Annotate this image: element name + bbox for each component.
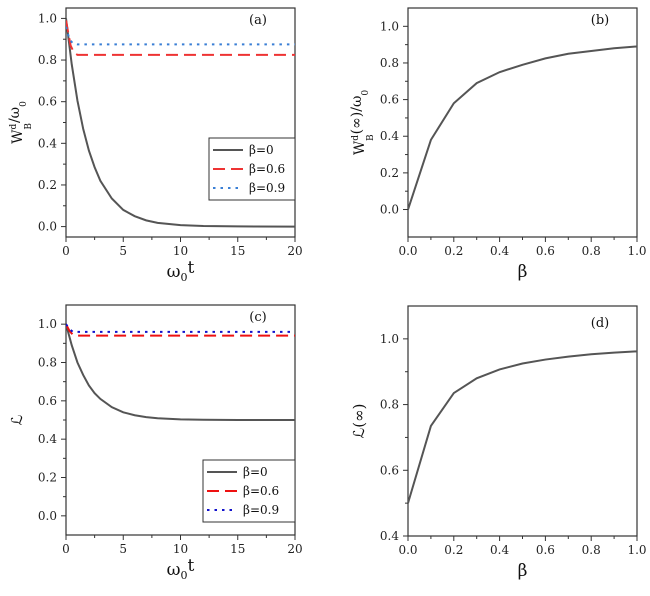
legend: β=0 β=0.6 β=0.9: [202, 459, 296, 523]
y-tick-label: 0.8: [38, 356, 57, 370]
y-tick-label: 0.2: [38, 471, 57, 485]
y-tick-label: 0.6: [380, 463, 399, 477]
series-line-0: [408, 45, 637, 210]
legend-label: β=0: [249, 143, 274, 157]
y-tick-label: 0.0: [38, 220, 57, 234]
x-tick-label: 0.2: [444, 244, 463, 258]
panel-tag: (b): [591, 13, 609, 28]
x-tick-label: 0.0: [398, 244, 417, 258]
y-tick-label: 0.6: [38, 394, 57, 408]
y-tick-label: 0.2: [38, 178, 57, 192]
y-tick-label: 0.4: [380, 129, 399, 143]
y-axis-title: ℒ: [8, 414, 26, 425]
y-tick-label: 1.0: [38, 317, 57, 331]
legend-label: β=0.6: [243, 484, 279, 498]
y-tick-label: 0.6: [380, 93, 399, 107]
legend-label: β=0: [243, 465, 268, 479]
x-tick-label: 0.0: [398, 543, 417, 557]
y-tick-label: 1.0: [38, 11, 57, 25]
panel-tag: (d): [591, 316, 609, 331]
x-tick-label: 5: [119, 244, 127, 258]
panel-c: 0 5 10 15 20 0.0 0.2 0.4 0.6 0.8 1.0 ω0t ℒ (c) β=0 β=0.…: [8, 304, 303, 582]
x-tick-label: 20: [287, 542, 302, 556]
y-tick-label: 0.6: [38, 95, 57, 109]
x-tick-label: 15: [230, 244, 245, 258]
y-tick-label: 0.8: [380, 398, 399, 412]
x-tick-label: 0.8: [582, 543, 601, 557]
legend-label: β=0.9: [249, 181, 285, 195]
legend-label: β=0.9: [243, 503, 279, 517]
x-axis-title: β: [518, 561, 528, 581]
x-tick-label: 0.2: [444, 543, 463, 557]
x-tick-label: 0.6: [536, 244, 555, 258]
legend: β=0 β=0.6 β=0.9: [208, 137, 296, 201]
y-tick-label: 0.0: [380, 203, 399, 217]
y-tick-label: 0.8: [380, 56, 399, 70]
series-line-0: [66, 18, 295, 228]
x-axis-title: ω0t: [167, 556, 195, 582]
x-tick-label: 5: [119, 542, 127, 556]
series-line-0: [66, 323, 295, 421]
y-tick-label: 0.8: [38, 53, 57, 67]
panel-tag: (a): [249, 13, 267, 28]
series-line-2: [66, 26, 295, 46]
series-line-1: [66, 20, 295, 56]
x-tick-label: 15: [230, 542, 245, 556]
y-axis-title: Wd B/ω0: [7, 101, 34, 144]
x-tick-label: 0.4: [490, 244, 509, 258]
y-tick-label: 0.4: [38, 136, 57, 150]
x-tick-label: 0: [62, 542, 70, 556]
panel-tag: (c): [249, 310, 266, 325]
x-axis-title: ω0t: [167, 258, 195, 284]
x-tick-label: 0.6: [536, 543, 555, 557]
series-line-1: [66, 323, 295, 337]
y-tick-label: 1.0: [380, 332, 399, 346]
legend-label: β=0.6: [249, 162, 285, 176]
x-tick-label: 10: [173, 244, 188, 258]
series-line-0: [408, 350, 637, 504]
panel-a: 0 5 10 15 20 0.0 0.2 0.4 0.6 0.8 1.0 ω0t Wd B/ω0 (a) β=…: [7, 7, 303, 284]
series-line-2: [66, 323, 295, 333]
plot-frame: [407, 305, 638, 537]
y-tick-label: 0.0: [38, 509, 57, 523]
x-tick-label: 1.0: [627, 543, 646, 557]
x-tick-label: 1.0: [627, 244, 646, 258]
y-axis-title: ℒ(∞): [350, 403, 368, 438]
y-axis-title: Wd B(∞)/ω0: [349, 90, 376, 156]
y-tick-label: 0.4: [38, 432, 57, 446]
x-axis-title: β: [518, 262, 528, 282]
y-tick-label: 1.0: [380, 19, 399, 33]
panel-b: 0.0 0.2 0.4 0.6 0.8 1.0 0.0 0.2 0.4 0.6 0.8 1.0 β Wd B…: [349, 7, 647, 282]
x-tick-label: 10: [173, 542, 188, 556]
x-tick-label: 0.4: [490, 543, 509, 557]
y-tick-label: 0.4: [380, 529, 399, 543]
panel-d: 0.0 0.2 0.4 0.6 0.8 1.0 0.4 0.6 0.8 1.0 β ℒ(∞) (d): [350, 305, 647, 581]
x-tick-label: 0: [62, 244, 70, 258]
x-tick-label: 20: [287, 244, 302, 258]
x-tick-label: 0.8: [582, 244, 601, 258]
plot-frame: [65, 7, 296, 238]
y-tick-label: 0.2: [380, 166, 399, 180]
